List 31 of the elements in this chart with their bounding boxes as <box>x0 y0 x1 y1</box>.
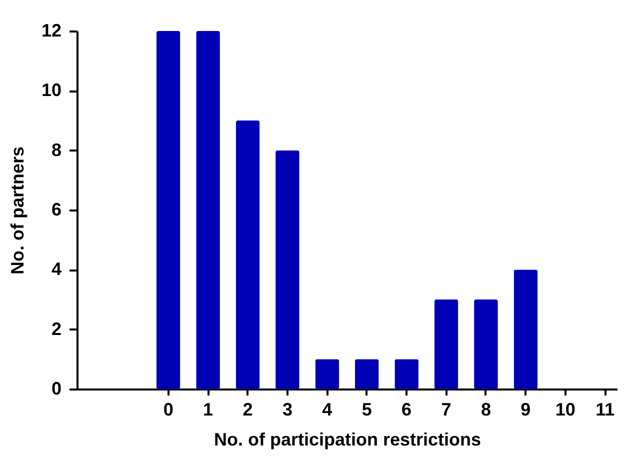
y-axis-title: No. of partners <box>7 146 28 275</box>
x-axis-title: No. of participation restrictions <box>214 430 482 450</box>
x-tick-label: 1 <box>203 400 214 420</box>
bar <box>474 300 498 389</box>
x-tick-label: 5 <box>362 400 372 420</box>
y-tick-label: 8 <box>51 140 62 160</box>
bar <box>236 120 260 389</box>
bar <box>315 359 340 389</box>
x-tick-label: 10 <box>555 400 576 420</box>
y-tick-label: 4 <box>51 259 62 280</box>
bar <box>434 300 458 389</box>
y-tick-label: 6 <box>51 200 62 220</box>
x-tick-label: 9 <box>520 400 531 420</box>
bar <box>196 31 220 389</box>
y-tick-label: 0 <box>51 378 62 398</box>
bar <box>156 31 180 389</box>
bar <box>514 270 538 389</box>
x-tick-label: 6 <box>402 400 412 420</box>
x-tick-label: 11 <box>596 400 615 420</box>
x-tick-label: 4 <box>322 400 332 420</box>
bar <box>276 150 300 389</box>
x-tick-label: 3 <box>282 400 292 420</box>
y-tick-label: 10 <box>41 80 62 100</box>
y-tick-label: 2 <box>51 318 62 339</box>
bar <box>394 359 418 389</box>
x-tick-label: 7 <box>441 400 452 420</box>
x-tick-label: 0 <box>163 400 174 420</box>
x-tick-label: 2 <box>242 400 253 420</box>
y-tick-label: 12 <box>41 20 62 40</box>
bar <box>354 359 379 389</box>
x-tick-label: 8 <box>480 400 491 420</box>
